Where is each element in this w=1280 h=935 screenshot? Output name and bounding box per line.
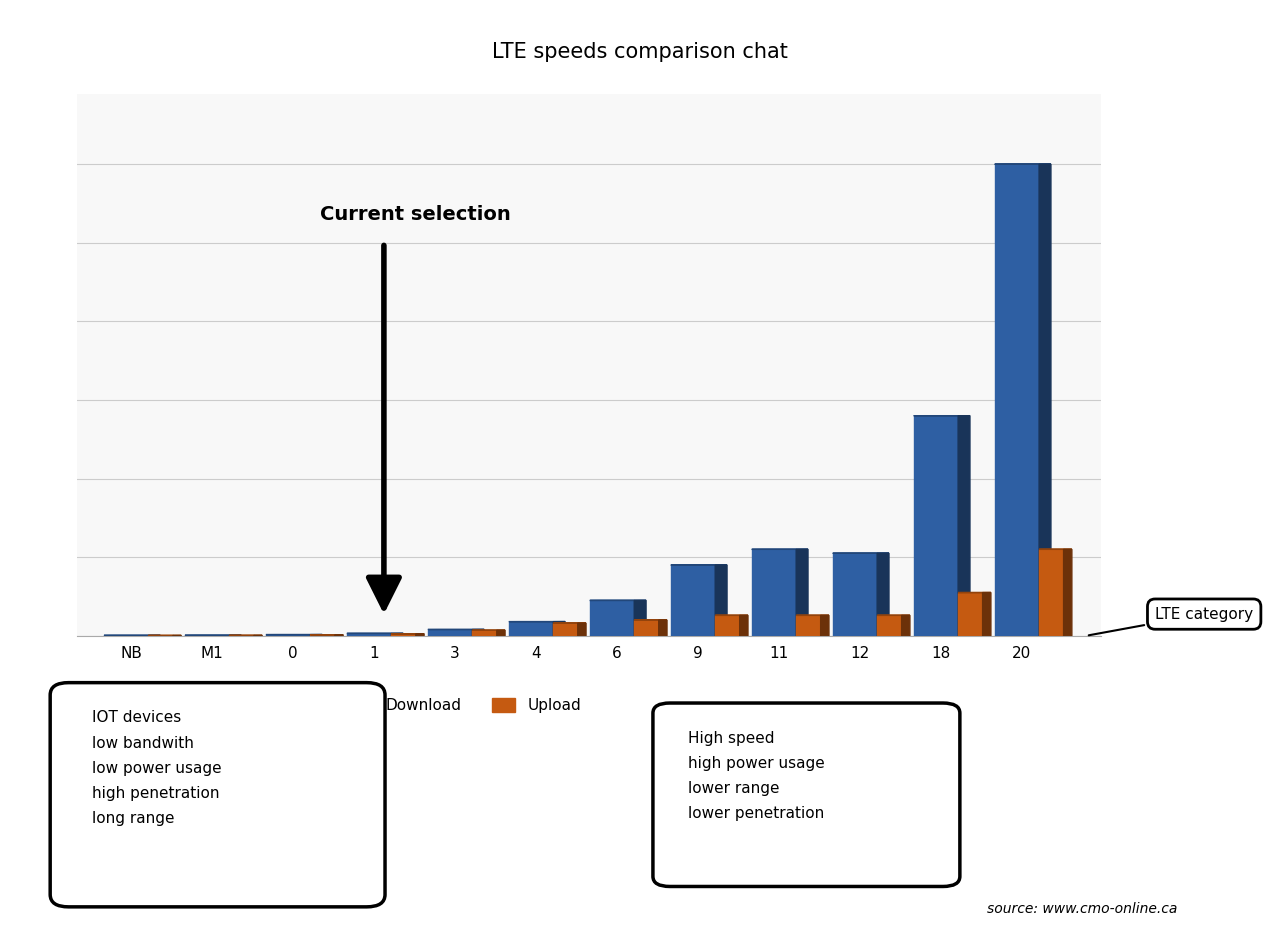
Bar bbox=[310, 635, 335, 636]
Bar bbox=[914, 416, 959, 636]
Legend: Download, Upload: Download, Upload bbox=[344, 692, 588, 720]
Polygon shape bbox=[553, 622, 564, 636]
Bar bbox=[1039, 550, 1064, 636]
Polygon shape bbox=[659, 620, 667, 636]
Bar bbox=[428, 629, 472, 636]
Bar bbox=[635, 620, 659, 636]
Polygon shape bbox=[472, 629, 484, 636]
FancyBboxPatch shape bbox=[50, 683, 385, 907]
Polygon shape bbox=[497, 630, 506, 636]
Polygon shape bbox=[1039, 165, 1051, 636]
Polygon shape bbox=[740, 615, 748, 636]
Polygon shape bbox=[877, 554, 890, 636]
Bar bbox=[751, 550, 796, 636]
Polygon shape bbox=[983, 593, 991, 636]
Bar bbox=[671, 565, 716, 636]
Bar bbox=[347, 633, 392, 636]
Polygon shape bbox=[310, 635, 323, 636]
Bar bbox=[877, 615, 901, 636]
Bar bbox=[509, 622, 553, 636]
Bar bbox=[392, 634, 416, 636]
Polygon shape bbox=[901, 615, 910, 636]
Bar bbox=[995, 165, 1039, 636]
Polygon shape bbox=[392, 633, 403, 636]
Bar bbox=[796, 615, 820, 636]
Bar bbox=[959, 593, 983, 636]
Text: LTE category: LTE category bbox=[1089, 607, 1253, 635]
Polygon shape bbox=[716, 565, 727, 636]
Bar bbox=[716, 615, 740, 636]
Polygon shape bbox=[959, 416, 970, 636]
Text: IOT devices
low bandwith
low power usage
high penetration
long range: IOT devices low bandwith low power usage… bbox=[92, 711, 221, 827]
Bar bbox=[590, 600, 634, 636]
Polygon shape bbox=[1064, 550, 1071, 636]
Polygon shape bbox=[820, 615, 829, 636]
Text: source: www.cmo-online.ca: source: www.cmo-online.ca bbox=[987, 902, 1178, 916]
Polygon shape bbox=[577, 624, 586, 636]
Polygon shape bbox=[634, 600, 646, 636]
Polygon shape bbox=[335, 635, 343, 636]
Text: High speed
high power usage
lower range
lower penetration: High speed high power usage lower range … bbox=[689, 731, 824, 821]
Bar bbox=[833, 554, 877, 636]
Text: Current selection: Current selection bbox=[320, 205, 511, 223]
Bar bbox=[266, 635, 310, 636]
Polygon shape bbox=[796, 549, 808, 636]
Bar bbox=[472, 630, 497, 636]
Polygon shape bbox=[416, 634, 424, 636]
Bar bbox=[553, 624, 577, 636]
Text: LTE speeds comparison chat: LTE speeds comparison chat bbox=[492, 42, 788, 62]
FancyBboxPatch shape bbox=[653, 703, 960, 886]
